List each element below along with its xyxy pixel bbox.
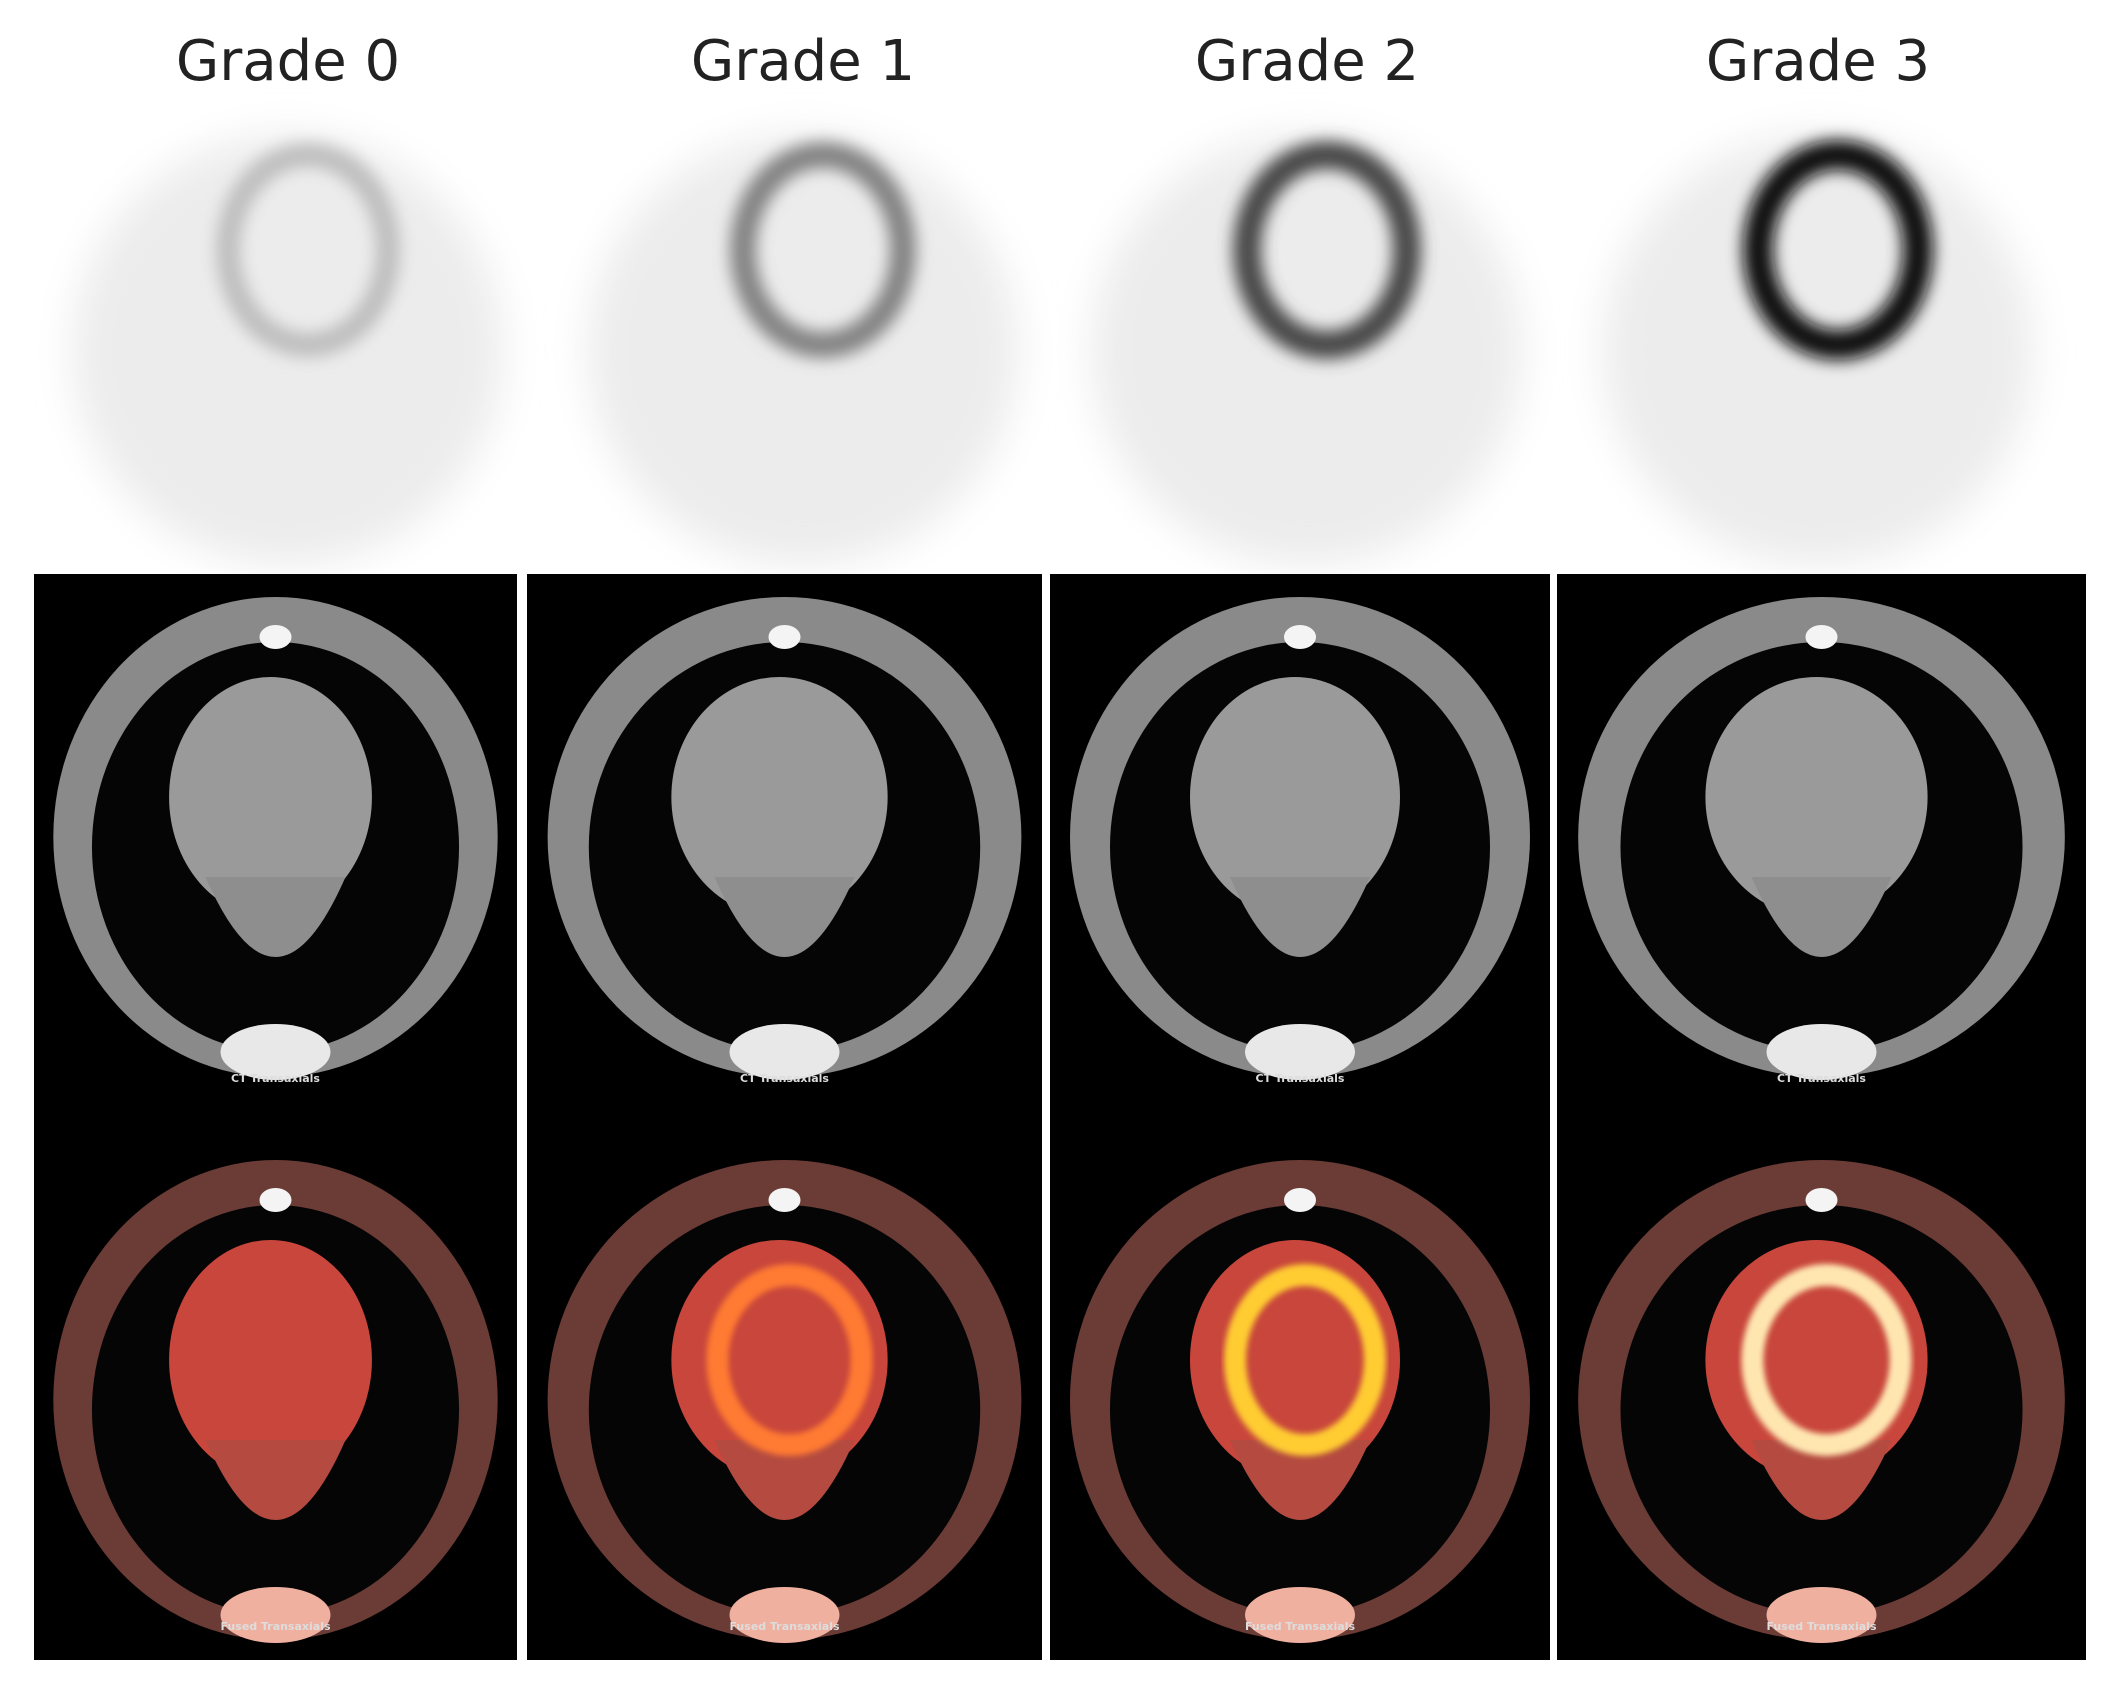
pet-image [588, 135, 1018, 565]
ct-caption: CT Transaxials [1256, 1072, 1345, 1085]
pet-image [1603, 135, 2033, 565]
heart [1705, 677, 1928, 917]
mediastinum [714, 877, 855, 957]
fused-image [1578, 1160, 2065, 1643]
sternum [768, 625, 801, 649]
grade-panel: Grade 3 CT Transaxials Fused Transaxials [1557, 29, 2086, 1660]
mediastinum [1751, 877, 1892, 957]
sternum [1805, 1188, 1838, 1212]
ct-image [547, 597, 1022, 1080]
fused-caption: Fused Transaxials [729, 1620, 840, 1633]
uptake-ring [706, 1264, 873, 1456]
heart [671, 677, 888, 917]
fused-caption: Fused Transaxials [1766, 1620, 1877, 1633]
ct-image [1070, 597, 1530, 1080]
uptake-ring [1224, 1264, 1386, 1456]
grade-panel: Grade 2 CT Transaxials Fused Transaxials [1050, 29, 1550, 1660]
sternum [1284, 625, 1316, 649]
sternum [259, 625, 292, 649]
fused-image [547, 1160, 1022, 1643]
grade-panel: Grade 0 CT Transaxials Fused Transaxials [34, 29, 517, 1660]
mediastinum [714, 1440, 855, 1520]
fused-image [1070, 1160, 1530, 1643]
spine [729, 1587, 840, 1643]
mediastinum [205, 1440, 346, 1520]
heart [169, 1240, 372, 1480]
fused-caption: Fused Transaxials [1245, 1620, 1356, 1633]
fused-image [53, 1160, 498, 1643]
spine [1245, 1024, 1355, 1080]
heart [1190, 677, 1400, 917]
pet-image [73, 135, 503, 565]
grade-title: Grade 0 [176, 29, 400, 94]
ct-image [53, 597, 498, 1080]
pet-heart-ring [216, 143, 400, 357]
pet-heart-ring [730, 142, 916, 358]
mediastinum [1751, 1440, 1892, 1520]
sternum [1805, 625, 1838, 649]
heart [169, 677, 372, 917]
ct-caption: CT Transaxials [740, 1072, 829, 1085]
spine [220, 1587, 331, 1643]
spine [1766, 1024, 1877, 1080]
pet-heart-ring [1233, 141, 1421, 359]
pet-heart-ring [1743, 140, 1933, 360]
grade-title: Grade 1 [691, 29, 915, 94]
uptake-ring [1741, 1264, 1912, 1456]
spine [729, 1024, 840, 1080]
spine [220, 1024, 331, 1080]
mediastinum [1230, 1440, 1370, 1520]
mediastinum [1230, 877, 1370, 957]
fused-caption: Fused Transaxials [220, 1620, 331, 1633]
ct-image [1578, 597, 2065, 1080]
mediastinum [205, 877, 346, 957]
spine [1245, 1587, 1355, 1643]
pet-image [1092, 135, 1522, 565]
grade-panel: Grade 1 CT Transaxials Fused Transaxials [527, 29, 1042, 1660]
ct-caption: CT Transaxials [231, 1072, 320, 1085]
sternum [259, 1188, 292, 1212]
grade-title: Grade 2 [1195, 29, 1419, 94]
spine [1766, 1587, 1877, 1643]
grade-title: Grade 3 [1706, 29, 1930, 94]
sternum [1284, 1188, 1316, 1212]
ct-caption: CT Transaxials [1777, 1072, 1866, 1085]
sternum [768, 1188, 801, 1212]
